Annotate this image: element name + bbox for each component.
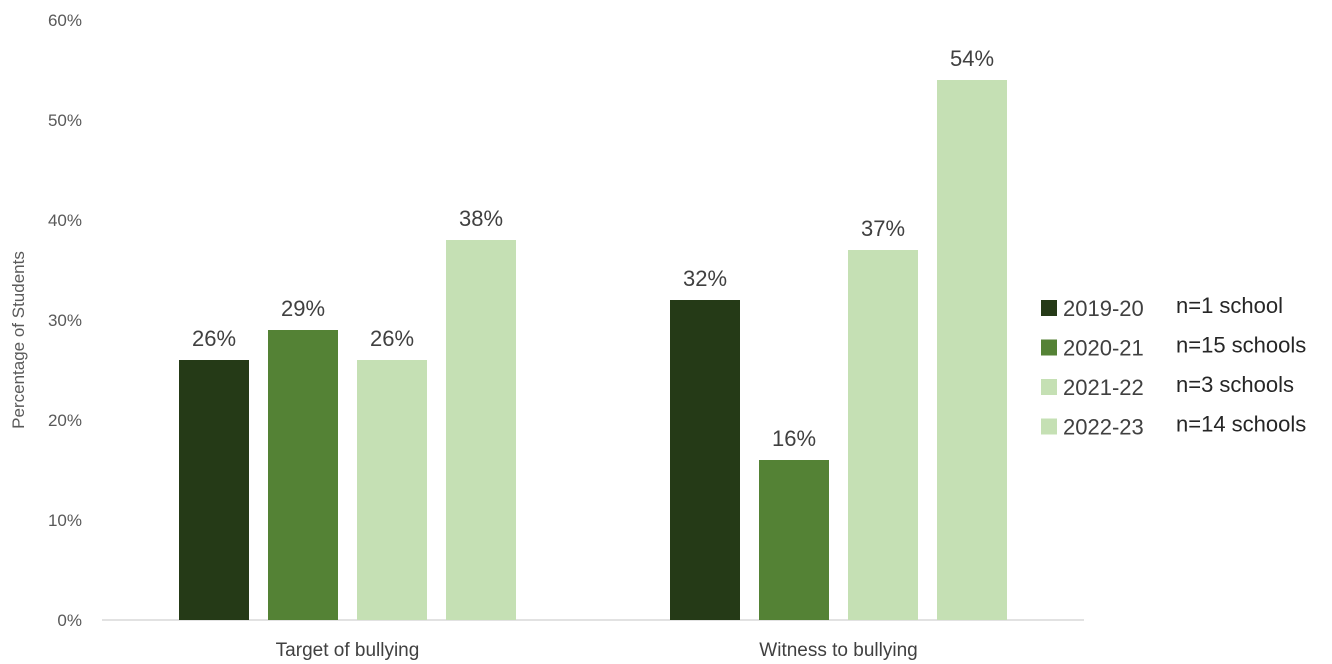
legend-label: 2022-23	[1063, 415, 1144, 440]
legend-swatch	[1041, 300, 1057, 316]
bars	[179, 80, 1007, 620]
legend-note: n=3 schools	[1176, 372, 1294, 397]
x-category-label: Target of bullying	[276, 640, 420, 661]
bar-2021-22-target	[357, 360, 427, 620]
legend-swatch	[1041, 339, 1057, 356]
legend-label: 2019-20	[1063, 296, 1144, 321]
data-label: 54%	[950, 46, 994, 71]
data-label: 26%	[370, 326, 414, 351]
bar-2022-23-target	[446, 240, 516, 620]
y-tick-label: 30%	[48, 311, 82, 330]
legend: 2019-20 n=1 school 2020-21 n=15 schools 2021…	[1041, 293, 1306, 440]
y-axis-title: Percentage of Students	[9, 251, 28, 429]
x-category-label: Witness to bullying	[759, 640, 917, 661]
y-tick-label: 60%	[48, 11, 82, 30]
bar-2020-21-target	[268, 330, 338, 620]
y-tick-label: 10%	[48, 511, 82, 530]
y-axis: 0% 10% 20% 30% 40% 50% 60%	[48, 11, 82, 630]
data-label: 38%	[459, 206, 503, 231]
data-label: 37%	[861, 216, 905, 241]
bar-2021-22-witness	[848, 250, 918, 620]
data-label: 32%	[683, 266, 727, 291]
legend-note: n=14 schools	[1176, 412, 1306, 437]
legend-label: 2020-21	[1063, 336, 1144, 361]
x-axis: Target of bullying Witness to bullying	[276, 640, 918, 661]
bar-2019-20-target	[179, 360, 249, 620]
data-label: 16%	[772, 426, 816, 451]
bar-2020-21-witness	[759, 460, 829, 620]
bar-2022-23-witness	[937, 80, 1007, 620]
legend-note: n=15 schools	[1176, 333, 1306, 358]
legend-swatch	[1041, 379, 1057, 395]
data-label: 29%	[281, 296, 325, 321]
y-tick-label: 0%	[57, 611, 82, 630]
legend-label: 2021-22	[1063, 375, 1144, 400]
legend-note: n=1 school	[1176, 293, 1283, 318]
y-tick-label: 40%	[48, 211, 82, 230]
bar-2019-20-witness	[670, 300, 740, 620]
y-tick-label: 50%	[48, 111, 82, 130]
legend-swatch	[1041, 418, 1057, 435]
y-tick-label: 20%	[48, 411, 82, 430]
data-labels: 26% 29% 26% 38% 32% 16% 37% 54%	[192, 46, 994, 451]
data-label: 26%	[192, 326, 236, 351]
